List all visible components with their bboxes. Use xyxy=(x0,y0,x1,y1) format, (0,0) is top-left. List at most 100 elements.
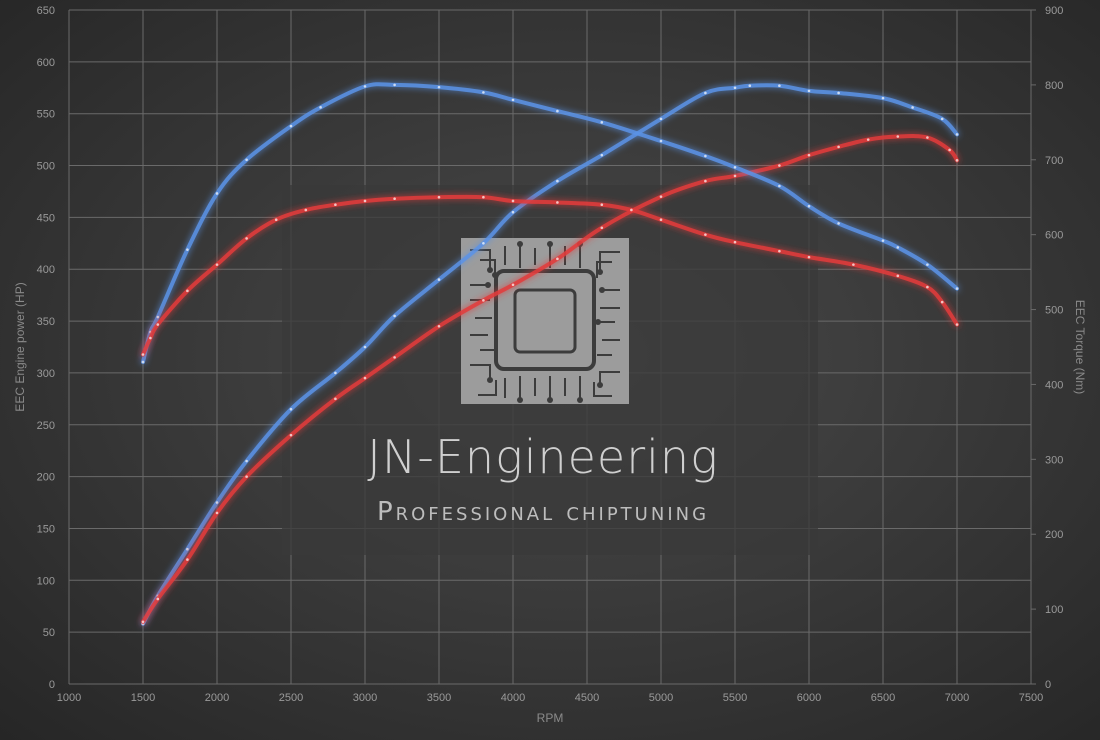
x-axis-title: RPM xyxy=(537,711,564,725)
data-point xyxy=(186,547,189,551)
y2-tick-label: 700 xyxy=(1045,155,1063,167)
data-point xyxy=(948,148,951,152)
data-point xyxy=(186,248,189,251)
data-point xyxy=(704,154,707,158)
data-point xyxy=(274,218,278,221)
data-point xyxy=(733,174,737,178)
data-point xyxy=(363,376,367,380)
y-tick-label: 650 xyxy=(37,5,55,17)
data-point xyxy=(778,164,781,167)
data-point xyxy=(600,203,604,207)
data-point xyxy=(393,83,396,87)
data-point xyxy=(896,135,900,138)
data-point xyxy=(881,96,885,100)
data-point xyxy=(245,237,248,240)
data-point xyxy=(896,274,900,278)
x-tick-label: 2500 xyxy=(279,692,303,704)
data-point xyxy=(141,620,145,624)
data-point xyxy=(955,323,959,326)
data-point xyxy=(807,204,811,208)
data-point xyxy=(149,336,152,340)
data-point xyxy=(156,597,160,601)
data-point xyxy=(556,257,559,261)
y-tick-label: 600 xyxy=(37,57,55,69)
data-point xyxy=(630,208,633,212)
data-point xyxy=(245,459,248,463)
y2-tick-label: 500 xyxy=(1045,305,1063,317)
data-point xyxy=(511,283,515,287)
data-point xyxy=(881,239,885,242)
x-tick-label: 4000 xyxy=(501,692,525,704)
data-point xyxy=(319,106,322,109)
data-point xyxy=(393,197,396,201)
data-point xyxy=(289,433,293,437)
y-axis-title: EEC Engine power (HP) xyxy=(13,282,27,411)
data-point xyxy=(733,240,737,244)
data-point xyxy=(807,89,811,93)
y-tick-label: 100 xyxy=(37,575,55,587)
x-tick-label: 2000 xyxy=(205,692,229,704)
x-tick-label: 3500 xyxy=(427,692,451,704)
data-point xyxy=(511,98,515,102)
x-tick-label: 1500 xyxy=(131,692,155,704)
watermark-title: JN-Engineering xyxy=(367,430,718,484)
data-point xyxy=(778,84,781,87)
data-point xyxy=(807,255,811,259)
data-point xyxy=(482,91,485,94)
data-point xyxy=(837,91,840,95)
data-point xyxy=(733,165,737,169)
data-point xyxy=(393,356,396,359)
data-point xyxy=(363,85,367,88)
data-point xyxy=(704,233,707,236)
data-point xyxy=(482,242,485,245)
data-point xyxy=(156,323,160,326)
data-point xyxy=(556,109,559,113)
data-point xyxy=(511,210,515,214)
y-tick-label: 350 xyxy=(37,316,55,328)
data-point xyxy=(926,285,929,289)
data-point xyxy=(334,397,337,401)
x-tick-label: 7500 xyxy=(1019,692,1043,704)
data-point xyxy=(807,153,811,157)
data-point xyxy=(659,117,663,121)
data-point xyxy=(186,558,189,561)
x-tick-label: 1000 xyxy=(57,692,81,704)
chip-logo xyxy=(461,238,629,404)
y2-tick-label: 600 xyxy=(1045,230,1063,242)
data-point xyxy=(940,300,944,304)
y-tick-label: 300 xyxy=(37,368,55,380)
data-point xyxy=(156,315,160,319)
data-point xyxy=(955,133,959,136)
data-point xyxy=(304,208,308,212)
tick-labels: 1000 1500 2000 2500 3000 3500 4000 4500 5000 5500… xyxy=(37,5,1064,704)
data-point xyxy=(141,360,145,364)
y-tick-label: 150 xyxy=(37,523,55,535)
data-point xyxy=(245,158,248,162)
data-point xyxy=(955,287,959,290)
chip-inner xyxy=(513,288,577,354)
data-point xyxy=(600,153,604,157)
data-point xyxy=(245,475,248,478)
series xyxy=(141,82,959,626)
watermark-subtitle: Professional chiptuning xyxy=(377,497,709,527)
data-point xyxy=(704,91,707,95)
y2-tick-label: 100 xyxy=(1045,604,1063,616)
data-point xyxy=(482,195,485,199)
x-tick-label: 6500 xyxy=(871,692,895,704)
chip-outer xyxy=(494,269,596,371)
data-point xyxy=(866,138,870,141)
data-point xyxy=(659,139,663,143)
x-tick-label: 5000 xyxy=(649,692,673,704)
data-point xyxy=(556,179,559,183)
y2-axis-title: EEC Torque (Nm) xyxy=(1073,300,1087,394)
y2-tick-label: 300 xyxy=(1045,454,1063,466)
data-point xyxy=(186,289,189,293)
x-tick-label: 5500 xyxy=(723,692,747,704)
x-tick-label: 6000 xyxy=(797,692,821,704)
data-point xyxy=(363,199,367,203)
data-point xyxy=(215,263,219,266)
watermark: JN-Engineering Professional chiptuning xyxy=(282,185,818,555)
y-tick-label: 50 xyxy=(43,627,55,639)
x-tick-label: 4500 xyxy=(575,692,599,704)
